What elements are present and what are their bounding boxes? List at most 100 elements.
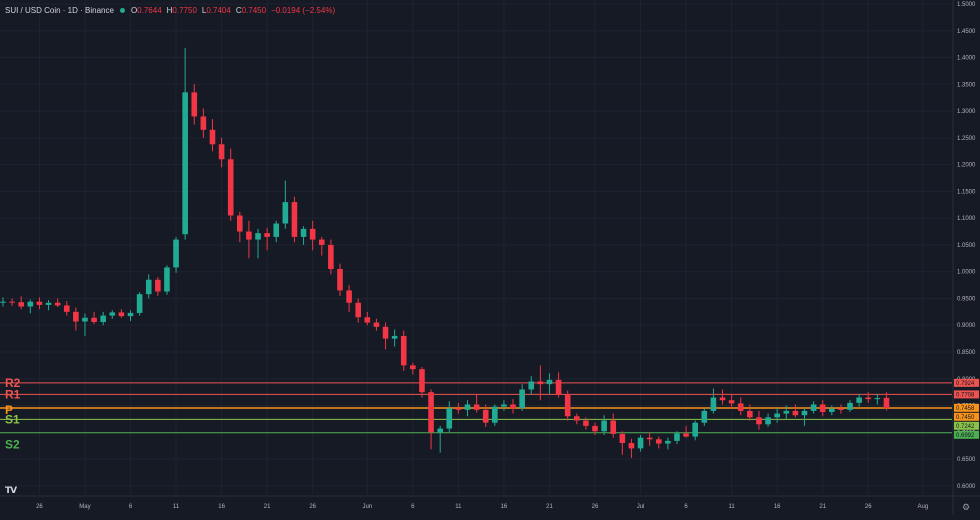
chart-header: SUI / USD Coin · 1D · Binance O0.7644 H0… [5, 3, 335, 17]
candle-body [492, 406, 498, 423]
tradingview-logo-icon[interactable]: TV [5, 486, 17, 496]
candle-body [829, 408, 835, 412]
price-tick-label: 1.2500 [957, 136, 976, 142]
pivot-label-r1: R1 [5, 387, 21, 401]
price-tick-label: 1.5000 [957, 2, 976, 8]
candle-body [865, 397, 872, 400]
candle-body [391, 335, 398, 339]
time-tick-label: 11 [455, 504, 462, 510]
candle-body [237, 215, 243, 232]
candle-body [182, 92, 188, 235]
candle-body [273, 223, 280, 237]
symbol-title[interactable]: SUI / USD Coin · 1D · Binance [5, 5, 114, 15]
candle-body [109, 312, 116, 316]
candle-body [455, 408, 462, 410]
candle-body [601, 420, 607, 432]
candle-body [337, 269, 343, 291]
candle-body [756, 417, 762, 425]
price-tick-label: 0.6500 [957, 457, 976, 463]
candle-body [646, 437, 653, 440]
high-value: 0.7750 [172, 5, 197, 15]
time-tick-label: 26 [865, 504, 872, 510]
price-tick-label: 0.8500 [957, 350, 976, 356]
candle-body [510, 404, 516, 409]
price-tag-value: 0.7242 [956, 424, 975, 430]
candle-body [63, 305, 70, 312]
price-tag [954, 412, 979, 421]
candle-body [437, 428, 443, 433]
candle-body [54, 302, 61, 306]
low-value: 0.7404 [206, 5, 231, 15]
candle-body [118, 312, 125, 317]
pivot-label-r2: R2 [5, 376, 21, 390]
candle-body [610, 420, 617, 434]
candle-body [264, 233, 270, 237]
price-tag [954, 390, 979, 399]
time-tick-label: 6 [684, 504, 688, 510]
candle-body [428, 392, 434, 433]
time-tick-label: 16 [501, 504, 508, 510]
candle-body [191, 92, 198, 117]
candle-body [747, 410, 753, 418]
candle-body [246, 231, 252, 240]
candle-body [655, 439, 662, 444]
candle-body [573, 416, 580, 421]
candle-body [255, 233, 261, 240]
candle-body [227, 159, 234, 216]
candle-body [665, 440, 671, 444]
candle-body [82, 317, 88, 322]
candle-body [145, 279, 152, 295]
price-tag [954, 403, 979, 412]
candle-body [446, 408, 453, 429]
candle-body [155, 279, 161, 292]
price-tick-label: 1.4500 [957, 29, 976, 35]
time-tick-label: 26 [592, 504, 599, 510]
pivot-label-s1: S1 [5, 412, 20, 426]
candle-body [847, 402, 853, 410]
time-tick-label: 11 [729, 504, 736, 510]
candle-body [619, 433, 626, 444]
time-tick-label: Jun [362, 504, 372, 510]
candle-body [200, 116, 207, 130]
price-tick-label: 0.9000 [957, 323, 976, 329]
gear-icon[interactable]: ⚙ [961, 502, 971, 512]
ohlc-values: O0.7644 H0.7750 L0.7404 C0.7450 −0.0194 … [131, 6, 335, 15]
price-tick-label: 0.6000 [957, 484, 976, 490]
candle-body [346, 290, 352, 303]
candle-body [546, 379, 553, 385]
price-tick-label: 1.4000 [957, 56, 976, 62]
candle-body [501, 404, 507, 407]
candle-body [355, 302, 362, 318]
candle-body [291, 202, 298, 237]
candle-body [583, 420, 589, 426]
price-tick-label: 0.9500 [957, 296, 976, 302]
low-label: L [201, 5, 207, 15]
candle-body [318, 239, 325, 245]
candle-body [309, 228, 316, 240]
candle-body [373, 322, 380, 327]
candle-body [482, 409, 489, 423]
time-tick-label: 16 [774, 504, 781, 510]
price-tag-value: 0.7924 [956, 381, 975, 387]
candle-body [100, 315, 106, 323]
candle-body [683, 433, 689, 437]
candle-body [164, 267, 170, 292]
candle-body [419, 369, 425, 393]
candle-body [282, 202, 289, 224]
price-tag [954, 421, 979, 430]
candle-body [127, 312, 134, 317]
candle-body [173, 239, 179, 268]
price-tick-label: 1.0000 [957, 270, 976, 276]
candle-body [73, 311, 79, 322]
price-tag-value: 0.7458 [956, 406, 975, 412]
candle-body [765, 417, 771, 425]
candle-body [328, 244, 334, 270]
time-tick-label: 11 [173, 504, 180, 510]
price-tag-value: 0.7708 [956, 392, 975, 398]
candle-body [555, 379, 562, 395]
close-label: C [235, 5, 242, 15]
candle-body [473, 404, 480, 410]
candle-body [91, 317, 97, 323]
